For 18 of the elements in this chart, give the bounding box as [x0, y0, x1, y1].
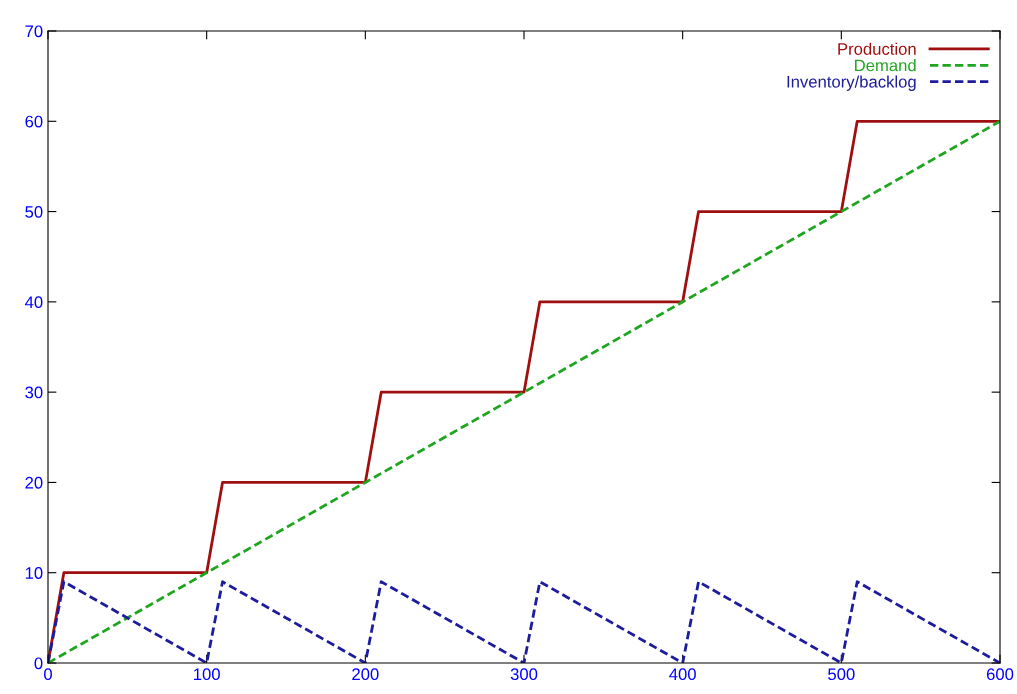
y-tick-label: 0: [34, 657, 43, 670]
y-tick-label: 40: [24, 296, 43, 309]
y-tick-label: 20: [25, 476, 43, 489]
legend-label: Production: [838, 42, 916, 55]
x-tick-label: 300: [510, 668, 538, 681]
legend-label: Demand: [855, 59, 916, 72]
x-tick-label: 500: [828, 668, 855, 681]
y-tick-label: 70: [25, 25, 43, 38]
x-tick-label: 400: [669, 668, 696, 681]
x-tick-label: 0: [44, 668, 52, 681]
y-tick-label: 10: [25, 567, 43, 579]
y-tick-label: 30: [25, 386, 43, 399]
x-tick-label: 100: [194, 668, 220, 681]
x-tick-label: 200: [352, 668, 379, 681]
legend-label: Inventory/backlog: [787, 75, 916, 91]
x-tick-label: 600: [986, 668, 1014, 681]
y-tick-label: 60: [25, 115, 43, 128]
y-tick-label: 50: [25, 205, 43, 218]
